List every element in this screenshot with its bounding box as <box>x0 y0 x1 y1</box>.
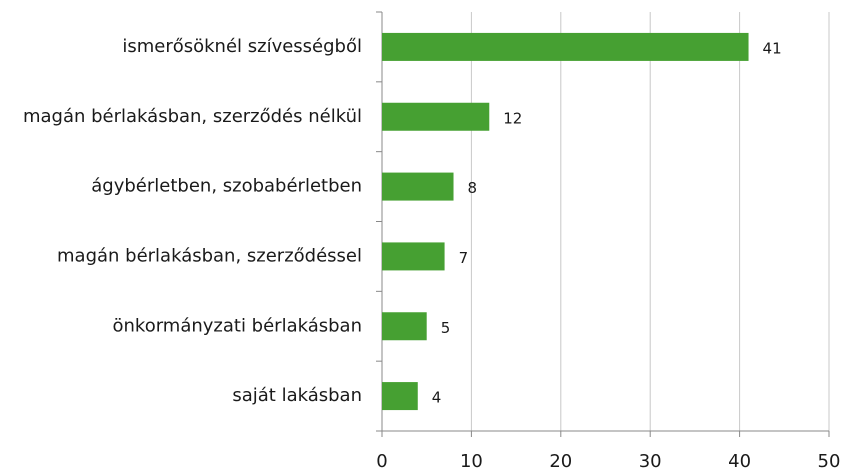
x-tick-label: 10 <box>460 451 483 471</box>
value-label: 12 <box>503 109 522 127</box>
x-tick-label: 20 <box>549 451 572 471</box>
bar <box>382 32 749 61</box>
bar <box>382 312 427 341</box>
category-label: magán bérlakásban, szerződés nélkül <box>23 106 362 127</box>
bar <box>382 382 418 411</box>
value-label: 41 <box>763 39 782 57</box>
x-tick-label: 50 <box>818 451 841 471</box>
category-label: ismerősöknél szívességből <box>122 36 362 57</box>
value-label: 5 <box>441 319 451 337</box>
category-label: saját lakásban <box>232 385 362 406</box>
bar <box>382 242 445 271</box>
category-label: ágybérletben, szobabérletben <box>91 176 362 197</box>
value-label: 7 <box>459 249 469 267</box>
value-label: 8 <box>468 179 478 197</box>
bar <box>382 172 454 201</box>
category-label: magán bérlakásban, szerződéssel <box>57 245 362 266</box>
x-tick-label: 0 <box>376 451 387 471</box>
value-label: 4 <box>432 389 442 407</box>
bar <box>382 102 490 131</box>
category-label: önkormányzati bérlakásban <box>113 315 363 336</box>
x-tick-label: 30 <box>639 451 662 471</box>
x-tick-label: 40 <box>728 451 751 471</box>
